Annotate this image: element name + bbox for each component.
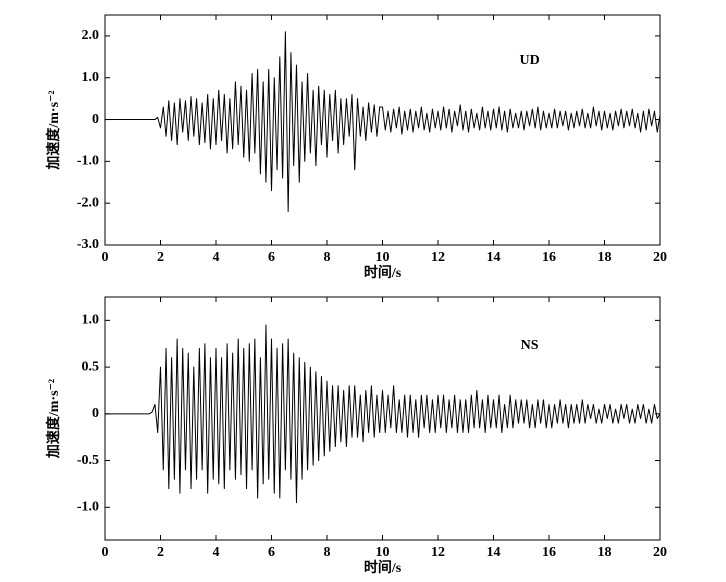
x-tick-label: 12 xyxy=(431,545,445,560)
annotation: NS xyxy=(521,338,539,353)
x-tick-label: 8 xyxy=(324,545,331,560)
x-tick-label: 16 xyxy=(542,545,556,560)
x-tick-label: 18 xyxy=(598,250,612,265)
x-tick-label: 2 xyxy=(157,250,164,265)
x-tick-label: 4 xyxy=(213,250,220,265)
x-tick-label: 0 xyxy=(102,250,109,265)
x-tick-label: 18 xyxy=(598,545,612,560)
x-tick-label: 20 xyxy=(653,250,667,265)
x-axis-label: 时间/s xyxy=(364,264,402,281)
y-tick-label: -1.0 xyxy=(77,500,99,515)
waveform-line xyxy=(105,324,661,504)
x-tick-label: 0 xyxy=(102,545,109,560)
x-tick-label: 16 xyxy=(542,250,556,265)
y-tick-label: 0 xyxy=(92,406,99,421)
y-tick-label: 1.0 xyxy=(82,313,100,328)
x-tick-label: 2 xyxy=(157,545,164,560)
annotation: UD xyxy=(519,53,539,68)
waveform-line xyxy=(105,31,661,213)
x-tick-label: 14 xyxy=(487,545,501,560)
y-tick-label: 0 xyxy=(92,112,99,127)
y-tick-label: 2.0 xyxy=(82,28,100,43)
x-tick-label: 6 xyxy=(268,545,275,560)
y-axis-label: 加速度/m·s⁻² xyxy=(45,90,62,170)
x-tick-label: 10 xyxy=(376,250,390,265)
y-tick-label: 0.5 xyxy=(82,359,100,374)
x-tick-label: 4 xyxy=(213,545,220,560)
x-tick-label: 14 xyxy=(487,250,501,265)
x-tick-label: 6 xyxy=(268,250,275,265)
x-tick-label: 12 xyxy=(431,250,445,265)
x-axis-label: 时间/s xyxy=(364,559,402,576)
y-tick-label: -2.0 xyxy=(77,195,99,210)
y-tick-label: -1.0 xyxy=(77,154,99,169)
y-tick-label: -3.0 xyxy=(77,237,99,252)
y-tick-label: -0.5 xyxy=(77,453,99,468)
y-tick-label: 1.0 xyxy=(82,70,100,85)
x-tick-label: 10 xyxy=(376,545,390,560)
x-tick-label: 8 xyxy=(324,250,331,265)
y-axis-label: 加速度/m·s⁻² xyxy=(45,379,62,459)
plot-frame xyxy=(104,14,661,246)
x-tick-label: 20 xyxy=(653,545,667,560)
plot-frame xyxy=(104,296,661,541)
